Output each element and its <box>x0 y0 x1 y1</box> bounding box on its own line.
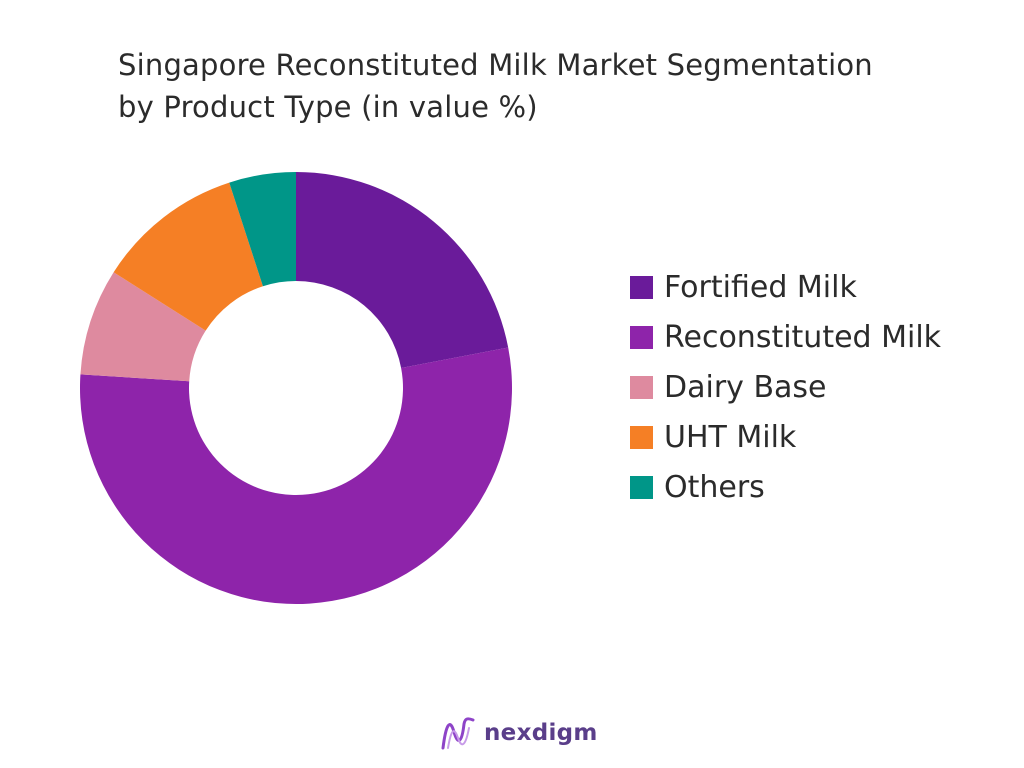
donut-slice-others <box>229 172 296 287</box>
donut-slice-fortified-milk <box>296 172 509 368</box>
donut-slice-uht-milk <box>113 182 263 331</box>
legend-swatch <box>630 475 653 499</box>
legend-item-uht-milk: UHT Milk <box>630 412 941 462</box>
legend-label: Dairy Base <box>664 369 827 405</box>
chart-title-line-2: by Product Type (in value %) <box>118 90 538 124</box>
legend-item-dairy-base: Dairy Base <box>630 362 941 412</box>
donut-slice-dairy-base <box>80 272 206 382</box>
nexdigm-logo-icon <box>441 717 475 750</box>
chart-title: Singapore Reconstituted Milk Market Segm… <box>118 44 978 128</box>
legend-label: Fortified Milk <box>664 269 857 305</box>
chart-legend: Fortified Milk Reconstituted Milk Dairy … <box>630 262 941 512</box>
legend-swatch <box>630 325 653 349</box>
donut-chart <box>79 172 512 604</box>
legend-item-reconstituted-milk: Reconstituted Milk <box>630 312 941 362</box>
legend-swatch <box>630 375 653 399</box>
legend-item-fortified-milk: Fortified Milk <box>630 262 941 312</box>
nexdigm-logo-text: nexdigm <box>484 720 598 746</box>
legend-item-others: Others <box>630 462 941 512</box>
legend-label: Others <box>664 469 765 505</box>
legend-label: UHT Milk <box>664 419 797 455</box>
donut-slice-reconstituted-milk <box>79 347 512 604</box>
legend-label: Reconstituted Milk <box>664 319 942 355</box>
legend-swatch <box>630 275 653 299</box>
legend-swatch <box>630 425 653 449</box>
nexdigm-logo: nexdigm <box>440 714 598 752</box>
chart-title-line-1: Singapore Reconstituted Milk Market Segm… <box>118 48 873 82</box>
